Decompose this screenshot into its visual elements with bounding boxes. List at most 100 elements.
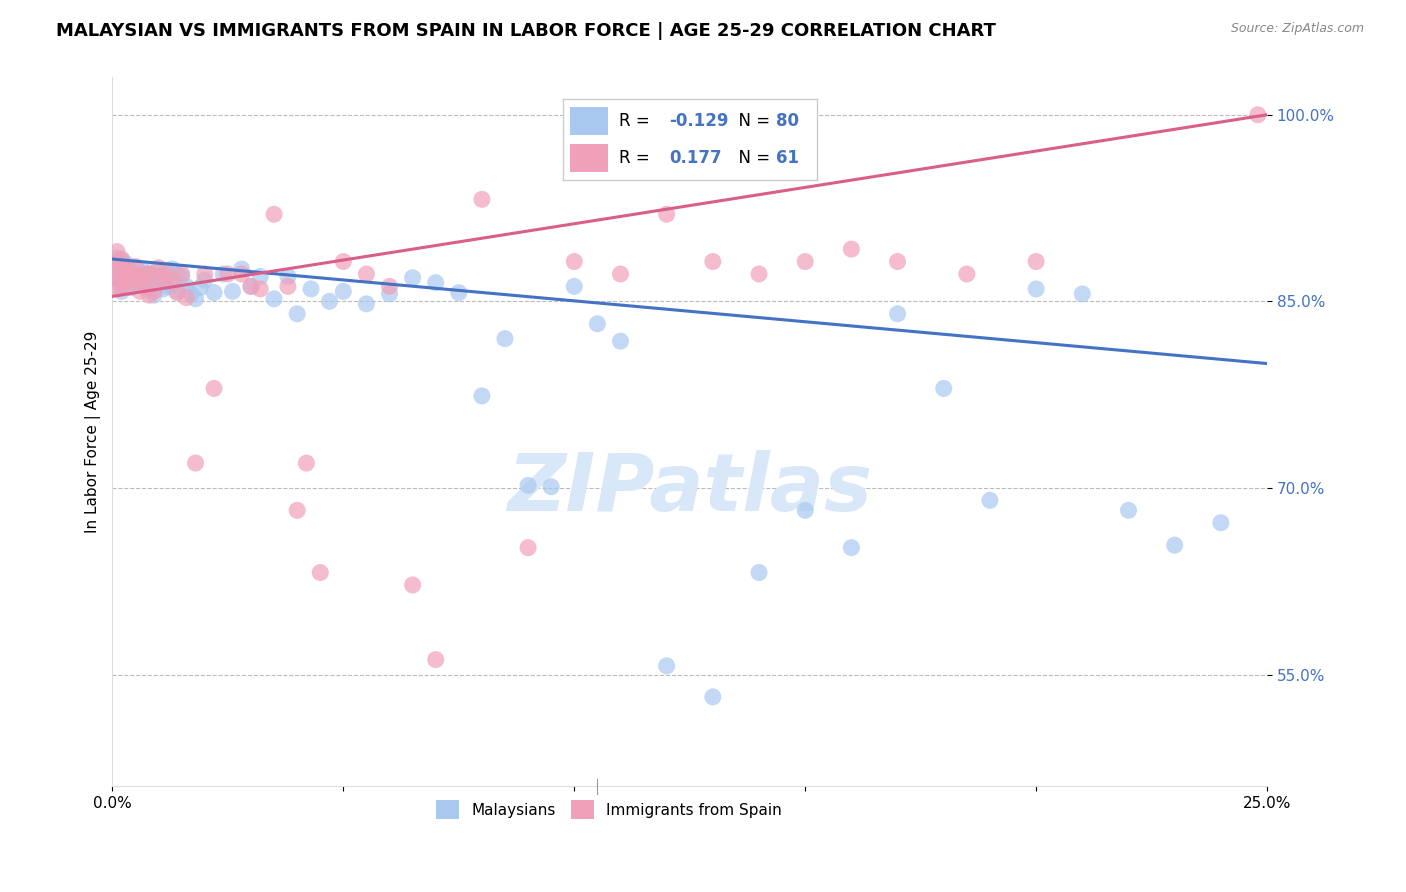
Point: [138, 267, 160, 281]
Point: [152, 267, 174, 281]
Point: [166, 285, 188, 299]
Point: [124, 262, 146, 277]
Point: [111, 270, 134, 285]
Point: [517, 478, 540, 492]
Point: [932, 381, 955, 395]
Point: [540, 480, 562, 494]
Point: [156, 279, 179, 293]
Point: [239, 279, 262, 293]
Point: [170, 267, 193, 281]
Point: [111, 280, 134, 294]
Point: [120, 280, 142, 294]
Point: [184, 456, 207, 470]
Point: [655, 658, 678, 673]
Point: [143, 272, 166, 286]
Point: [105, 272, 128, 286]
Point: [105, 254, 128, 268]
Point: [105, 272, 128, 286]
Point: [212, 267, 235, 281]
Point: [425, 276, 447, 290]
Point: [143, 288, 166, 302]
Point: [152, 273, 174, 287]
Point: [794, 503, 817, 517]
Point: [217, 267, 239, 281]
Point: [111, 253, 134, 268]
Point: [162, 278, 184, 293]
Point: [841, 541, 863, 555]
Point: [263, 207, 285, 221]
Point: [221, 285, 243, 299]
Point: [156, 267, 179, 281]
Point: [152, 282, 174, 296]
Point: [356, 297, 378, 311]
Point: [176, 291, 198, 305]
Point: [111, 262, 134, 277]
Point: [1118, 503, 1140, 517]
Point: [447, 285, 470, 300]
Point: [148, 275, 170, 289]
Point: [1071, 286, 1094, 301]
Point: [188, 280, 211, 294]
Point: [120, 275, 142, 289]
Point: [249, 282, 271, 296]
Point: [702, 254, 724, 268]
Point: [956, 267, 979, 281]
Point: [115, 260, 138, 274]
Point: [129, 268, 152, 283]
Point: [1025, 254, 1047, 268]
Point: [134, 264, 156, 278]
Point: [1209, 516, 1232, 530]
Point: [401, 270, 423, 285]
Point: [134, 267, 156, 281]
Point: [170, 269, 193, 284]
Point: [129, 285, 152, 299]
Point: [332, 285, 354, 299]
Point: [148, 264, 170, 278]
Point: [979, 493, 1001, 508]
Point: [748, 566, 770, 580]
Point: [562, 279, 585, 293]
Point: [111, 262, 134, 277]
Point: [111, 269, 134, 284]
Point: [115, 257, 138, 271]
Point: [120, 273, 142, 287]
Point: [1163, 538, 1185, 552]
Point: [702, 690, 724, 704]
Text: ZIPatlas: ZIPatlas: [508, 450, 872, 528]
Point: [299, 282, 322, 296]
Point: [162, 273, 184, 287]
Point: [115, 268, 138, 283]
Point: [138, 267, 160, 281]
Point: [115, 272, 138, 286]
Point: [124, 277, 146, 291]
Point: [105, 260, 128, 274]
Point: [180, 286, 202, 301]
Y-axis label: In Labor Force | Age 25-29: In Labor Force | Age 25-29: [86, 331, 101, 533]
Point: [1247, 108, 1270, 122]
Point: [609, 334, 631, 348]
Point: [401, 578, 423, 592]
Point: [105, 267, 128, 281]
Point: [1025, 282, 1047, 296]
Point: [105, 244, 128, 259]
Point: [378, 279, 401, 293]
Point: [748, 267, 770, 281]
Point: [295, 456, 318, 470]
Point: [148, 260, 170, 275]
Point: [586, 317, 609, 331]
Point: [886, 307, 908, 321]
Point: [143, 285, 166, 299]
Point: [194, 267, 217, 281]
Point: [609, 267, 631, 281]
Point: [124, 260, 146, 274]
Legend: Malaysians, Immigrants from Spain: Malaysians, Immigrants from Spain: [430, 794, 787, 825]
Point: [841, 242, 863, 256]
Point: [111, 252, 134, 266]
Point: [231, 267, 253, 281]
Point: [111, 285, 134, 299]
Point: [120, 266, 142, 280]
Point: [886, 254, 908, 268]
Point: [263, 292, 285, 306]
Point: [425, 652, 447, 666]
Point: [249, 269, 271, 284]
